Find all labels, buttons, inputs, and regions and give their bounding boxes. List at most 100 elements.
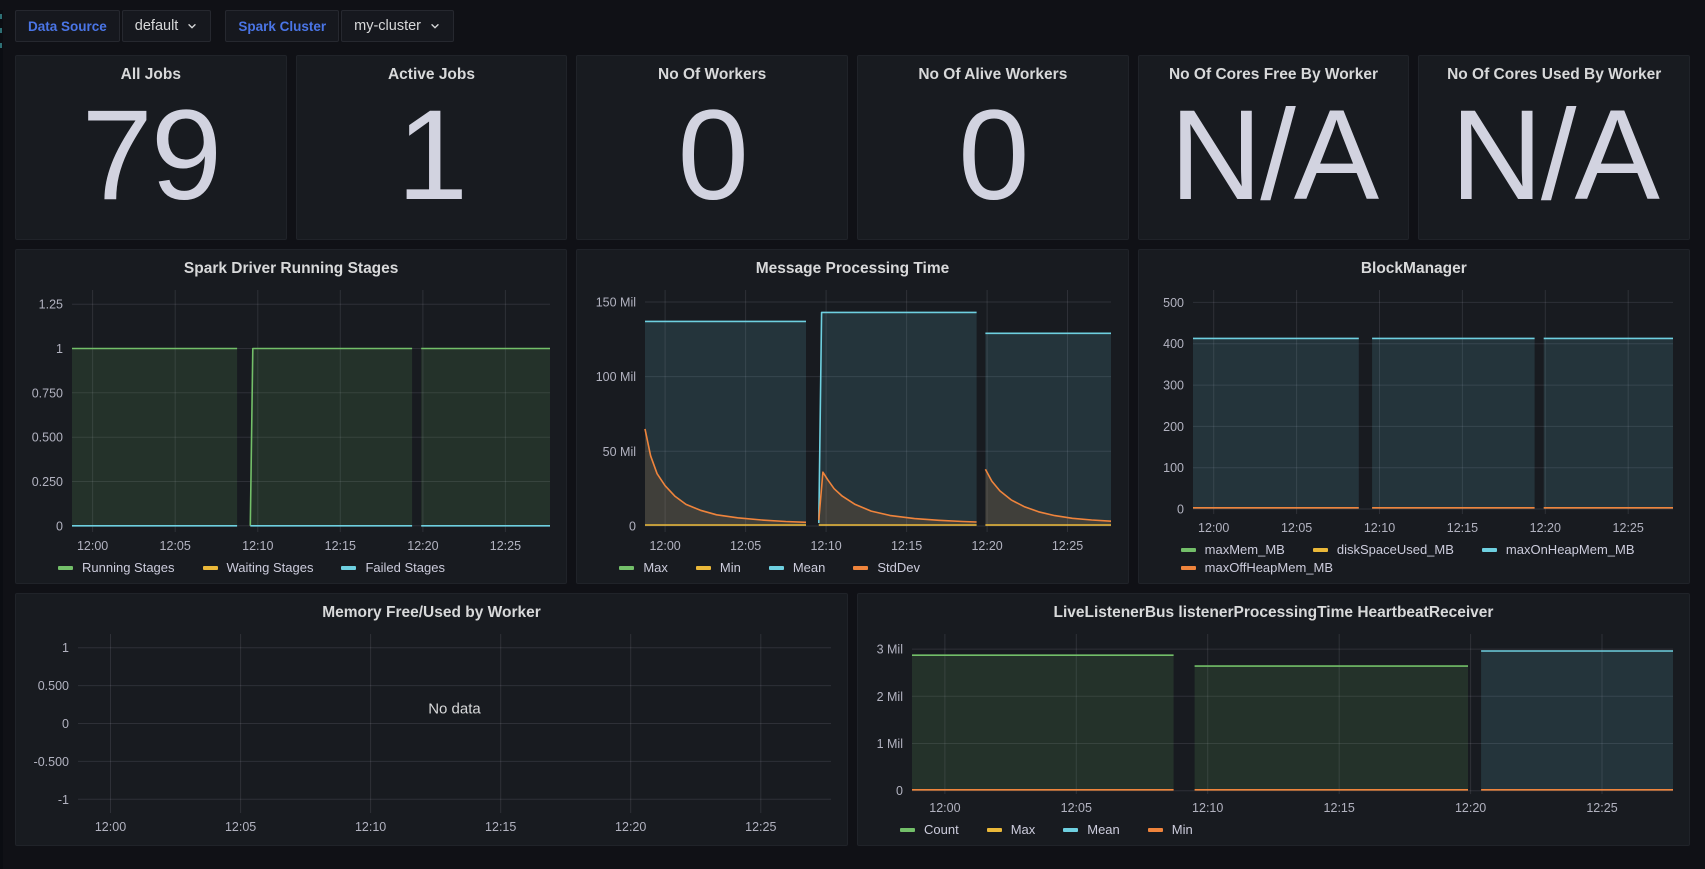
chart-panel-running-stages: Spark Driver Running Stages 12:00 12:05 12… xyxy=(15,249,568,584)
edge-artifact xyxy=(0,14,2,19)
legend-item[interactable]: Mean xyxy=(1063,822,1120,837)
legend-item[interactable]: Max xyxy=(619,560,668,575)
legend-item[interactable]: maxOffHeapMem_MB xyxy=(1180,560,1334,575)
spark-cluster-label: Spark Cluster xyxy=(225,10,340,42)
legend-swatch xyxy=(695,565,711,570)
time-series-chart[interactable]: 12:00 12:05 12:10 12:15 12:20 12:25 0 50 Mil 100… xyxy=(585,280,1119,558)
spark-cluster-dropdown[interactable]: my-cluster xyxy=(341,10,454,42)
panel-title[interactable]: BlockManager xyxy=(1360,260,1467,277)
svg-text:0.250: 0.250 xyxy=(32,475,63,489)
panel-title[interactable]: No Of Workers xyxy=(658,66,767,83)
svg-text:12:00: 12:00 xyxy=(95,820,126,834)
svg-text:12:25: 12:25 xyxy=(490,539,521,553)
svg-text:3 Mil: 3 Mil xyxy=(877,643,903,657)
svg-text:12:00: 12:00 xyxy=(1198,521,1229,535)
svg-text:12:15: 12:15 xyxy=(1324,801,1355,815)
data-source-dropdown[interactable]: default xyxy=(121,10,212,42)
screen-left-edge xyxy=(0,10,3,869)
legend-label: Mean xyxy=(1087,822,1120,837)
chart-canvas[interactable]: 12:00 12:05 12:10 12:15 12:20 12:25 0 50 Mil 100… xyxy=(585,280,1119,558)
svg-text:12:05: 12:05 xyxy=(225,820,256,834)
chart-legend: maxMem_MB diskSpaceUsed_MB maxOnHeapMem_MB… xyxy=(1180,542,1681,575)
svg-text:12:20: 12:20 xyxy=(407,539,438,553)
legend-label: Failed Stages xyxy=(365,560,445,575)
legend-item[interactable]: Mean xyxy=(768,560,826,575)
svg-text:200: 200 xyxy=(1163,420,1184,434)
legend-item[interactable]: Max xyxy=(986,822,1036,837)
panel-title[interactable]: Memory Free/Used by Worker xyxy=(322,604,541,621)
legend-item[interactable]: StdDev xyxy=(853,560,920,575)
grafana-dashboard: { "toolbar": { "variables": [ { "label":… xyxy=(0,10,1705,869)
stat-panel-all-jobs: All Jobs 79 xyxy=(15,55,287,240)
panel-title[interactable]: Message Processing Time xyxy=(755,260,950,277)
legend-item[interactable]: Running Stages xyxy=(58,560,175,575)
legend-swatch xyxy=(899,827,915,832)
spark-cluster-value: my-cluster xyxy=(354,18,421,34)
panel-title[interactable]: No Of Alive Workers xyxy=(918,66,1068,83)
svg-text:0: 0 xyxy=(56,519,63,533)
svg-text:150 Mil: 150 Mil xyxy=(596,296,636,310)
legend-swatch xyxy=(768,565,784,570)
svg-text:300: 300 xyxy=(1163,379,1184,393)
panel-title[interactable]: All Jobs xyxy=(120,66,181,83)
legend-swatch xyxy=(58,565,73,570)
legend-label: Min xyxy=(1171,822,1193,837)
svg-text:12:10: 12:10 xyxy=(1364,521,1395,535)
legend-item[interactable]: Min xyxy=(1147,822,1193,837)
chart-canvas[interactable]: 12:00 12:05 12:10 12:15 12:20 12:25 0 0.250 0.50… xyxy=(24,280,558,558)
time-series-chart[interactable]: 12:00 12:05 12:10 12:15 12:20 12:25 0 1 Mil 2 Mi… xyxy=(866,624,1681,820)
variable-data-source: Data Source default xyxy=(15,10,212,42)
svg-text:12:05: 12:05 xyxy=(730,539,761,553)
svg-text:12:05: 12:05 xyxy=(1061,801,1092,815)
legend-label: Waiting Stages xyxy=(226,560,314,575)
chart-canvas[interactable]: 12:00 12:05 12:10 12:15 12:20 12:25 0 100 200 300… xyxy=(1147,280,1681,540)
chart-canvas[interactable]: 12:00 12:05 12:10 12:15 12:20 12:25 1 0.500 0 -0.… xyxy=(24,624,839,839)
svg-text:0.500: 0.500 xyxy=(38,679,69,693)
svg-text:0: 0 xyxy=(629,520,636,534)
legend-swatch xyxy=(341,565,357,570)
chart-canvas[interactable]: 12:00 12:05 12:10 12:15 12:20 12:25 0 1 Mil 2 Mi… xyxy=(866,624,1681,820)
chart-legend: Running Stages Waiting Stages Failed Stage… xyxy=(58,560,558,575)
svg-text:1: 1 xyxy=(56,342,63,356)
time-series-chart[interactable]: 12:00 12:05 12:10 12:15 12:20 12:25 0 0.250 0.50… xyxy=(24,280,558,558)
legend-item[interactable]: Count xyxy=(899,822,959,837)
chart-panel-livelistenerbus: LiveListenerBus listenerProcessingTime H… xyxy=(856,593,1690,846)
legend-label: Max xyxy=(1010,822,1036,837)
svg-text:12:10: 12:10 xyxy=(811,539,842,553)
panel-title[interactable]: No Of Cores Used By Worker xyxy=(1447,66,1662,83)
panel-title[interactable]: Active Jobs xyxy=(387,66,475,83)
svg-text:1 Mil: 1 Mil xyxy=(877,737,903,751)
legend-swatch xyxy=(1147,827,1163,832)
legend-label: maxMem_MB xyxy=(1204,542,1285,557)
legend-item[interactable]: diskSpaceUsed_MB xyxy=(1312,542,1454,557)
legend-swatch xyxy=(986,827,1002,832)
legend-swatch xyxy=(1180,565,1196,570)
svg-text:12:25: 12:25 xyxy=(1612,521,1643,535)
legend-item[interactable]: Min xyxy=(695,560,741,575)
legend-item[interactable]: Failed Stages xyxy=(341,560,445,575)
chevron-down-icon xyxy=(431,24,439,29)
panel-title[interactable]: LiveListenerBus listenerProcessingTime H… xyxy=(1053,604,1494,621)
stat-value: N/A xyxy=(1169,83,1379,227)
svg-text:12:20: 12:20 xyxy=(615,820,646,834)
stat-panel-active-jobs: Active Jobs 1 xyxy=(295,55,568,240)
legend-item[interactable]: Waiting Stages xyxy=(202,560,314,575)
svg-text:500: 500 xyxy=(1163,296,1184,310)
time-series-chart[interactable]: 12:00 12:05 12:10 12:15 12:20 12:25 1 0.500 0 -0.… xyxy=(24,624,839,839)
legend-swatch xyxy=(853,565,869,570)
svg-text:12:15: 12:15 xyxy=(891,539,922,553)
legend-label: maxOffHeapMem_MB xyxy=(1204,560,1334,575)
legend-swatch xyxy=(1312,547,1328,552)
chart-legend: Max Min Mean StdDev xyxy=(619,560,1119,575)
panel-title[interactable]: No Of Cores Free By Worker xyxy=(1168,66,1378,83)
legend-swatch xyxy=(1180,547,1196,552)
legend-item[interactable]: maxMem_MB xyxy=(1180,542,1285,557)
stat-value: 79 xyxy=(81,83,222,227)
legend-label: Mean xyxy=(792,560,826,575)
legend-swatch xyxy=(619,565,635,570)
legend-item[interactable]: maxOnHeapMem_MB xyxy=(1481,542,1635,557)
svg-text:1.25: 1.25 xyxy=(39,298,63,312)
panel-title[interactable]: Spark Driver Running Stages xyxy=(183,260,399,277)
svg-text:0.500: 0.500 xyxy=(32,431,63,445)
time-series-chart[interactable]: 12:00 12:05 12:10 12:15 12:20 12:25 0 100 200 300… xyxy=(1147,280,1681,540)
